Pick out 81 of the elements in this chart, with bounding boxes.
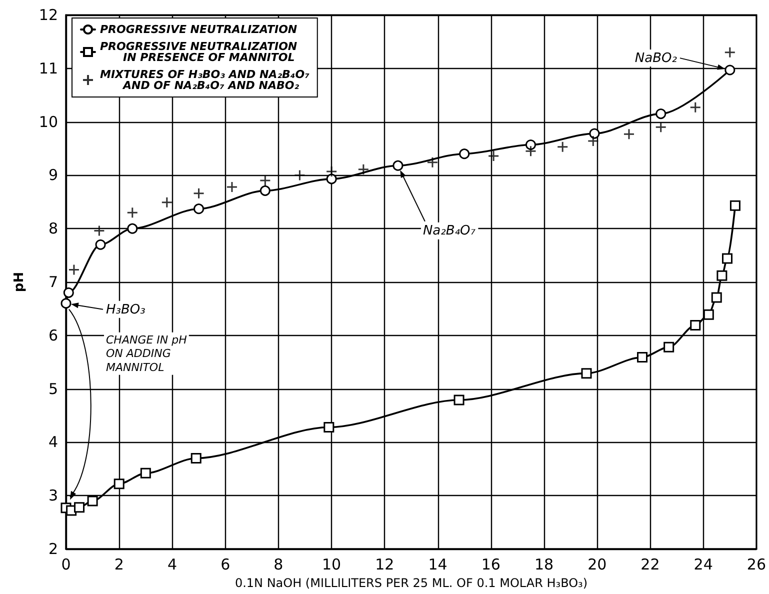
point [556, 141, 568, 153]
y-tick-label: 12 [38, 6, 58, 24]
point [426, 156, 438, 168]
point [392, 160, 404, 171]
annotation: CHANGE IN pH ON ADDING MANNITOL [106, 333, 187, 374]
point [326, 174, 337, 184]
x-tick-label: 20 [588, 556, 607, 574]
point [63, 287, 74, 298]
x-tick-label: 4 [167, 556, 177, 574]
x-axis-title: 0.1N NaOH (MILLILITERS PER 25 ML. OF 0.1 MOLAR H₃BO₃) [234, 576, 588, 590]
annotation: H₃BO₃ [106, 302, 146, 317]
point [488, 150, 500, 162]
point [716, 270, 728, 281]
point [724, 64, 736, 76]
x-tick-label: 0 [61, 556, 71, 574]
point [140, 468, 151, 478]
y-axis-title: pH [12, 272, 27, 292]
point [623, 128, 635, 140]
point [730, 200, 740, 211]
point [74, 502, 85, 513]
y-tick-label: 11 [38, 59, 58, 78]
x-tick-label: 22 [640, 556, 660, 574]
legend-label: MIXTURES OF H₃BO₃ AND NA₂B₄O₇ AND OF NA₂B₄O₇ AND NABO₂ [100, 68, 310, 92]
point [60, 298, 72, 309]
point [194, 204, 204, 214]
point [127, 223, 138, 234]
y-tick-label: 3 [48, 486, 58, 505]
y-tick-label: 8 [48, 220, 58, 238]
y-tick-label: 4 [48, 433, 58, 452]
point [294, 169, 306, 181]
point [724, 46, 736, 58]
point [589, 128, 600, 139]
x-tick-label: 14 [428, 556, 448, 574]
legend-label: PROGRESSIVE NEUTRALIZATION IN PRESENCE OF MANNITOL [100, 40, 298, 64]
x-tick-label: 12 [375, 556, 394, 574]
point [711, 292, 722, 303]
point [459, 148, 470, 160]
point [664, 342, 674, 352]
point [260, 185, 270, 196]
point [114, 478, 124, 490]
y-tick-label: 7 [48, 273, 58, 291]
point [95, 239, 106, 250]
point [326, 166, 338, 178]
point [226, 181, 238, 193]
x-tick-label: 8 [274, 556, 284, 574]
y-tick-label: 6 [48, 326, 58, 344]
point [193, 188, 205, 200]
point [87, 496, 98, 506]
point [190, 452, 202, 464]
x-tick-label: 18 [534, 556, 554, 574]
point [525, 140, 536, 150]
point [68, 264, 80, 276]
point [637, 352, 648, 363]
legend-label: PROGRESSIVE NEUTRALIZATION [100, 23, 298, 36]
point [581, 368, 592, 379]
point [259, 174, 271, 186]
point [524, 145, 536, 157]
point [93, 224, 105, 236]
point [126, 206, 138, 218]
x-tick-label: 10 [322, 556, 342, 574]
point [454, 394, 464, 406]
x-tick-label: 6 [220, 556, 230, 574]
annotation: Na₂B₄O₇ [422, 223, 476, 238]
y-tick-label: 5 [48, 380, 58, 398]
x-tick-label: 2 [114, 556, 124, 574]
point [690, 320, 701, 331]
point [656, 108, 666, 120]
point [690, 102, 702, 114]
x-tick-label: 16 [481, 556, 500, 574]
annotation: NaBO₂ [634, 50, 677, 66]
y-tick-label: 9 [48, 166, 58, 184]
y-tick-label: 2 [48, 540, 58, 558]
x-tick-label: 24 [694, 556, 713, 574]
point [161, 196, 173, 208]
point [587, 135, 599, 147]
point [358, 164, 370, 176]
point [722, 253, 732, 264]
x-tick-label: 26 [746, 556, 766, 574]
point [324, 422, 334, 432]
point [703, 309, 714, 320]
y-tick-label: 10 [38, 112, 58, 131]
